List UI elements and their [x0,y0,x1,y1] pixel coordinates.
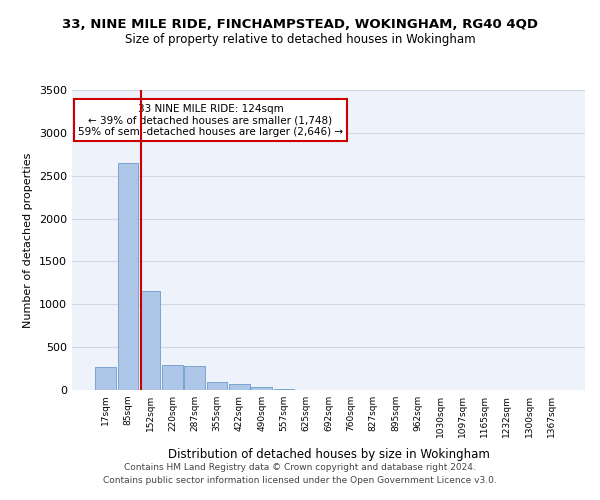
X-axis label: Distribution of detached houses by size in Wokingham: Distribution of detached houses by size … [167,448,490,461]
Text: Size of property relative to detached houses in Wokingham: Size of property relative to detached ho… [125,34,475,46]
Bar [251,386,272,390]
Y-axis label: Number of detached properties: Number of detached properties [23,152,34,328]
Text: 33, NINE MILE RIDE, FINCHAMPSTEAD, WOKINGHAM, RG40 4QD: 33, NINE MILE RIDE, FINCHAMPSTEAD, WOKIN… [62,18,538,30]
Bar [229,384,250,390]
Bar [162,365,183,390]
Bar [95,367,116,390]
Text: Contains public sector information licensed under the Open Government Licence v3: Contains public sector information licen… [103,476,497,485]
Bar [140,292,160,390]
Bar [207,382,227,390]
Bar [118,163,138,390]
Text: 33 NINE MILE RIDE: 124sqm
← 39% of detached houses are smaller (1,748)
59% of se: 33 NINE MILE RIDE: 124sqm ← 39% of detac… [78,104,343,136]
Text: Contains HM Land Registry data © Crown copyright and database right 2024.: Contains HM Land Registry data © Crown c… [124,464,476,472]
Bar [184,366,205,390]
